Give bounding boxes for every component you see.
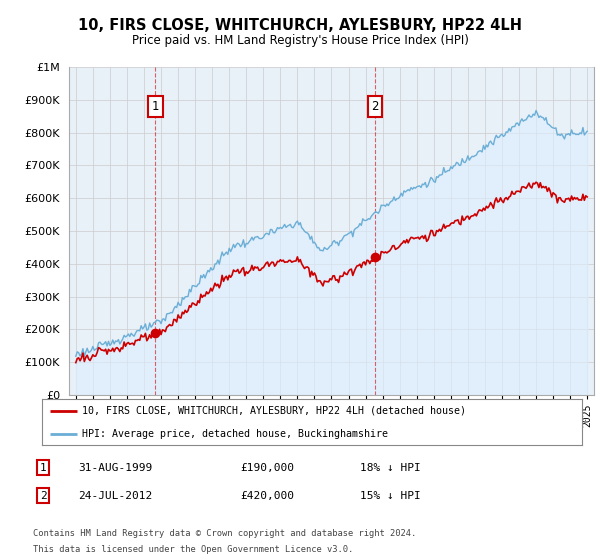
Text: HPI: Average price, detached house, Buckinghamshire: HPI: Average price, detached house, Buck… [83,429,389,438]
Text: 1: 1 [152,100,159,113]
Text: 18% ↓ HPI: 18% ↓ HPI [360,463,421,473]
Text: 10, FIRS CLOSE, WHITCHURCH, AYLESBURY, HP22 4LH: 10, FIRS CLOSE, WHITCHURCH, AYLESBURY, H… [78,18,522,33]
Text: 15% ↓ HPI: 15% ↓ HPI [360,491,421,501]
Text: £190,000: £190,000 [240,463,294,473]
Text: 2: 2 [371,100,379,113]
Text: 1: 1 [40,463,47,473]
Text: Price paid vs. HM Land Registry's House Price Index (HPI): Price paid vs. HM Land Registry's House … [131,34,469,46]
Text: Contains HM Land Registry data © Crown copyright and database right 2024.: Contains HM Land Registry data © Crown c… [33,529,416,538]
Text: 31-AUG-1999: 31-AUG-1999 [78,463,152,473]
Text: £420,000: £420,000 [240,491,294,501]
Text: This data is licensed under the Open Government Licence v3.0.: This data is licensed under the Open Gov… [33,545,353,554]
Text: 24-JUL-2012: 24-JUL-2012 [78,491,152,501]
Text: 2: 2 [40,491,47,501]
Text: 10, FIRS CLOSE, WHITCHURCH, AYLESBURY, HP22 4LH (detached house): 10, FIRS CLOSE, WHITCHURCH, AYLESBURY, H… [83,406,467,416]
